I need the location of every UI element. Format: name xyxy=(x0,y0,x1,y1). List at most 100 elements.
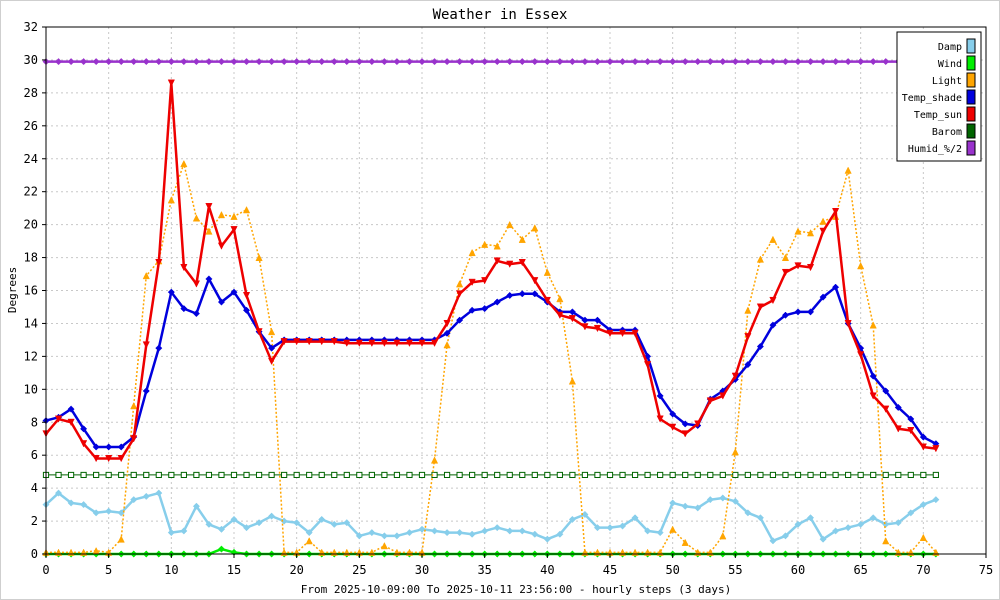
data-point-temp-shade xyxy=(781,311,790,319)
data-point-barom xyxy=(606,471,614,479)
data-point-damp xyxy=(242,524,251,532)
data-point-damp xyxy=(731,497,739,505)
data-point-damp xyxy=(293,519,301,527)
data-point-temp-shade xyxy=(456,316,464,324)
data-point-temp-sun xyxy=(54,415,63,423)
data-point-wind xyxy=(217,545,226,553)
data-point-temp-sun xyxy=(280,338,288,346)
data-point-damp xyxy=(230,515,238,523)
data-point-barom xyxy=(544,471,551,479)
data-point-humid-2 xyxy=(105,58,113,66)
data-point-humid-2 xyxy=(832,58,840,66)
data-point-barom xyxy=(331,471,338,479)
legend-swatch-wind xyxy=(966,55,976,71)
data-point-temp-sun xyxy=(556,311,564,319)
data-point-temp-shade xyxy=(531,290,539,298)
data-point-damp xyxy=(819,535,827,543)
data-point-humid-2 xyxy=(468,58,476,66)
data-point-humid-2 xyxy=(756,58,764,66)
y-tick-label: 16 xyxy=(24,284,38,298)
data-point-damp xyxy=(706,496,714,504)
data-point-damp xyxy=(669,499,677,507)
data-point-humid-2 xyxy=(242,58,251,66)
data-point-temp-sun xyxy=(443,319,451,328)
data-point-temp-sun xyxy=(656,415,664,423)
data-point-humid-2 xyxy=(493,58,501,66)
data-point-barom xyxy=(870,471,877,479)
y-tick-label: 18 xyxy=(24,251,38,265)
data-point-light xyxy=(869,321,877,329)
data-point-damp xyxy=(681,502,689,510)
data-point-temp-sun xyxy=(531,277,539,285)
data-point-temp-sun xyxy=(92,455,100,463)
data-point-light xyxy=(380,542,389,550)
data-point-temp-sun xyxy=(506,260,514,268)
y-tick-label: 24 xyxy=(24,152,38,166)
data-point-light xyxy=(556,294,564,303)
data-point-light xyxy=(781,253,790,262)
data-point-damp xyxy=(543,535,551,543)
series-barom xyxy=(42,471,939,479)
data-point-damp xyxy=(593,524,602,532)
data-point-light xyxy=(568,377,577,385)
data-point-temp-sun xyxy=(806,263,815,272)
data-point-temp-sun xyxy=(882,405,890,413)
data-point-temp-sun xyxy=(180,263,188,272)
data-point-barom xyxy=(644,471,651,479)
x-tick-label: 70 xyxy=(916,563,930,577)
data-point-light xyxy=(481,240,489,248)
data-point-damp xyxy=(656,529,664,537)
data-point-barom xyxy=(794,471,802,479)
data-point-temp-shade xyxy=(481,305,489,313)
data-point-temp-shade xyxy=(167,288,175,296)
data-point-barom xyxy=(907,471,914,479)
data-point-barom xyxy=(180,471,187,479)
data-point-light xyxy=(230,212,238,220)
data-point-damp xyxy=(443,529,451,537)
data-point-temp-sun xyxy=(518,259,526,267)
data-point-light xyxy=(794,227,802,235)
data-point-damp xyxy=(167,529,175,537)
data-point-damp xyxy=(932,496,940,504)
data-point-damp xyxy=(631,514,639,522)
data-point-humid-2 xyxy=(794,58,802,66)
data-point-temp-sun xyxy=(907,427,915,435)
data-point-humid-2 xyxy=(343,58,351,66)
data-point-temp-shade xyxy=(819,293,827,301)
data-point-damp xyxy=(919,501,927,509)
data-point-damp xyxy=(719,494,727,502)
data-point-temp-shade xyxy=(882,387,890,395)
data-point-barom xyxy=(356,471,363,479)
data-point-barom xyxy=(882,471,889,479)
data-point-damp xyxy=(556,530,564,538)
data-point-temp-sun xyxy=(831,208,840,216)
data-point-damp xyxy=(832,527,840,535)
data-point-barom xyxy=(230,471,238,479)
data-point-damp xyxy=(481,527,489,535)
y-tick-label: 14 xyxy=(24,316,38,330)
data-point-temp-sun xyxy=(493,257,501,265)
data-point-humid-2 xyxy=(618,58,627,66)
data-point-light xyxy=(242,206,251,214)
data-point-humid-2 xyxy=(681,58,689,66)
data-point-light xyxy=(518,235,526,243)
data-point-humid-2 xyxy=(293,58,301,66)
data-point-humid-2 xyxy=(656,58,664,66)
data-point-barom xyxy=(682,471,689,479)
data-point-temp-sun xyxy=(217,242,226,250)
data-point-barom xyxy=(932,471,939,479)
data-point-temp-sun xyxy=(857,351,865,359)
data-point-light xyxy=(142,271,150,280)
data-point-barom xyxy=(293,471,300,479)
data-point-temp-sun xyxy=(869,392,877,400)
data-point-damp xyxy=(205,520,213,528)
data-point-damp xyxy=(869,514,877,522)
data-point-humid-2 xyxy=(506,58,514,66)
data-point-temp-sun xyxy=(819,227,827,235)
data-point-humid-2 xyxy=(593,58,602,66)
data-point-humid-2 xyxy=(180,58,188,66)
data-point-barom xyxy=(381,471,388,479)
data-point-humid-2 xyxy=(882,58,890,66)
data-point-damp xyxy=(380,532,388,540)
x-tick-label: 75 xyxy=(979,563,993,577)
